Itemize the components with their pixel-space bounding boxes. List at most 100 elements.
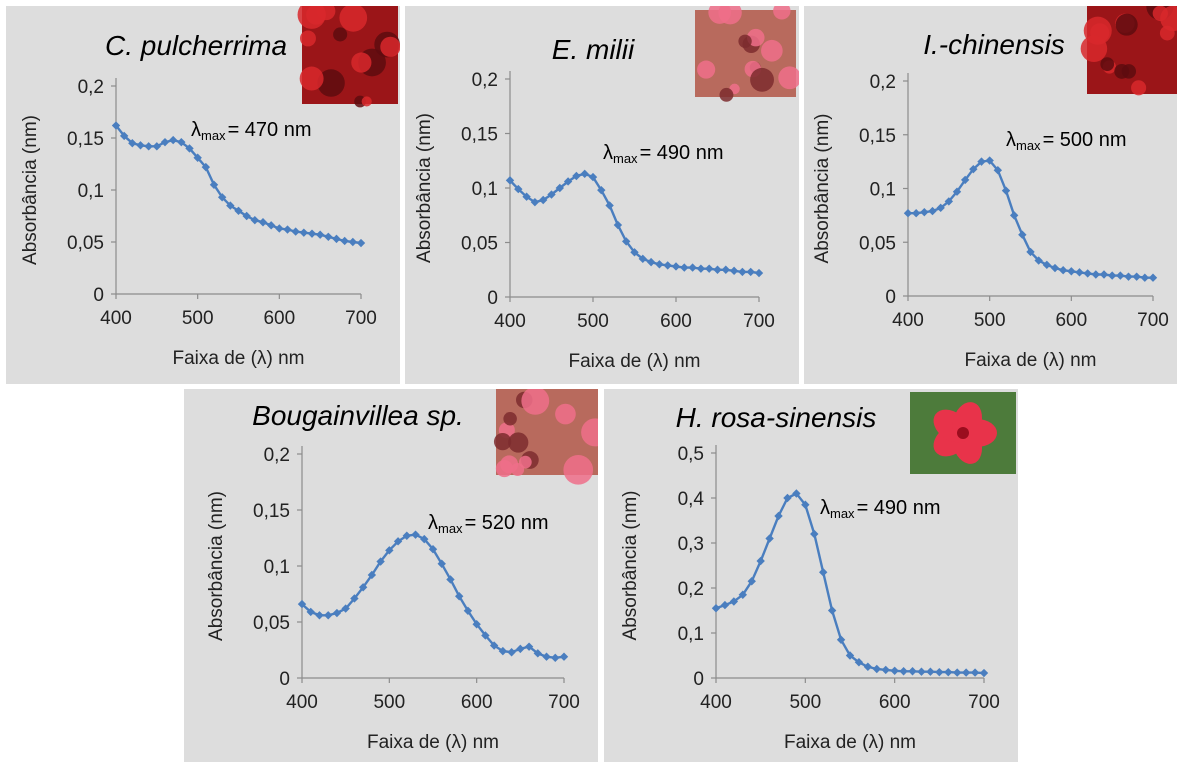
data-point — [890, 666, 899, 675]
data-point — [111, 121, 121, 130]
red-flower-photo — [1080, 6, 1177, 96]
x-tick-label: 400 — [892, 310, 924, 331]
y-tick-label: 0,1 — [678, 624, 704, 645]
data-point — [819, 568, 828, 577]
data-point — [961, 668, 971, 677]
y-tick-label: 0,15 — [67, 129, 104, 150]
data-point — [234, 206, 243, 215]
lambda-subscript: max — [201, 128, 226, 143]
lambda-symbol: λ — [820, 497, 830, 519]
chart-title: H. rosa-sinensis — [676, 402, 877, 433]
chart-panel-h-rosa-sinensis: H. rosa-sinensis 0 0,1 0,2 0,3 0,4 0,5 400 500 60… — [604, 389, 1018, 762]
data-point — [630, 248, 639, 257]
data-point — [324, 611, 333, 620]
data-point — [952, 187, 962, 196]
data-point — [324, 232, 333, 241]
data-point — [1009, 211, 1019, 220]
y-tick-label: 0 — [93, 285, 104, 306]
data-point — [1099, 270, 1109, 279]
data-point — [953, 668, 962, 677]
lambda-value: = 470 nm — [228, 119, 312, 141]
y-tick-label: 0,15 — [859, 126, 896, 147]
x-axis-label: Faixa de (λ) nm — [367, 732, 499, 753]
data-point — [908, 667, 917, 676]
data-point — [738, 590, 747, 599]
data-point — [899, 667, 908, 676]
y-tick-label: 0,2 — [870, 72, 896, 93]
x-tick-label: 600 — [1055, 310, 1087, 331]
y-tick-label: 0 — [885, 287, 896, 308]
lambda-symbol: λ — [191, 119, 201, 141]
y-tick-label: 0,05 — [67, 233, 104, 254]
chart-svg: I.-chinensis 0 0,05 0,1 0,15 0,2 400 500 600 700 F… — [812, 6, 1177, 371]
pink-flower-photo — [493, 389, 598, 485]
data-point — [291, 227, 300, 236]
data-point — [774, 511, 783, 521]
data-point — [516, 644, 525, 654]
data-point — [729, 266, 739, 276]
data-point — [979, 668, 989, 678]
data-point — [729, 597, 739, 606]
x-tick-label: 600 — [660, 311, 692, 332]
x-tick-label: 400 — [494, 311, 526, 332]
y-axis-label: Absorbância (nm) — [414, 113, 435, 263]
data-point — [721, 265, 730, 274]
chart-panel-c-pulcherrima: C. pulcherrima 0 0,05 0,1 0,15 0,2 400 500 600 70… — [6, 6, 400, 384]
data-point — [315, 230, 325, 239]
data-point — [250, 215, 260, 225]
chart-panel-bougainvillea: Bougainvillea sp. 0 0,05 0,1 0,15 0,2 400 500 60… — [184, 389, 598, 762]
data-point — [507, 648, 516, 657]
chart-svg: E. milii 0 0,05 0,1 0,15 0,2 400 500 600 700 Faixa… — [414, 6, 799, 372]
red-flower-photo — [297, 6, 400, 108]
y-axis-label: Absorbância (nm) — [620, 491, 641, 641]
data-point — [217, 193, 227, 202]
data-point — [350, 594, 359, 603]
data-point — [917, 667, 926, 676]
data-point — [144, 142, 153, 151]
data-point — [1083, 269, 1092, 278]
y-tick-label: 0,1 — [870, 180, 896, 201]
data-point — [783, 493, 792, 503]
data-point — [646, 257, 656, 267]
y-tick-label: 0,4 — [678, 489, 705, 510]
chart-panel-i-chinensis: I.-chinensis 0 0,05 0,1 0,15 0,2 400 500 600 700 F… — [804, 6, 1177, 384]
data-point — [970, 668, 980, 677]
x-tick-label: 500 — [182, 308, 214, 329]
data-point — [926, 667, 935, 676]
data-point — [1018, 230, 1027, 239]
data-point — [845, 651, 855, 660]
x-axis-label: Faixa de (λ) nm — [569, 351, 701, 372]
chart-svg: Bougainvillea sp. 0 0,05 0,1 0,15 0,2 400 500 60… — [206, 389, 598, 753]
data-point — [402, 531, 411, 540]
x-tick-label: 700 — [548, 692, 580, 713]
x-tick-label: 400 — [100, 308, 132, 329]
data-point — [160, 137, 170, 147]
data-point — [765, 534, 774, 543]
chart-title: C. pulcherrima — [105, 30, 287, 61]
data-point — [209, 180, 219, 189]
data-point — [827, 606, 837, 615]
lambda-value: = 490 nm — [857, 497, 941, 519]
y-tick-label: 0,2 — [264, 445, 290, 466]
data-point — [1075, 268, 1084, 277]
x-tick-label: 600 — [263, 308, 295, 329]
x-tick-label: 500 — [577, 311, 609, 332]
data-point — [711, 604, 721, 613]
y-tick-label: 0,3 — [678, 534, 704, 555]
y-tick-label: 0 — [487, 288, 498, 309]
data-point — [551, 653, 560, 663]
chart-svg: C. pulcherrima 0 0,05 0,1 0,15 0,2 400 500 600 70… — [20, 6, 400, 369]
data-point — [1026, 247, 1035, 257]
lambda-max-annotation: λmax = 520 nm — [428, 512, 549, 536]
y-axis-label: Absorbância (nm) — [812, 114, 833, 264]
data-point — [547, 190, 556, 199]
data-point — [411, 530, 420, 539]
data-point — [836, 635, 846, 644]
x-tick-label: 700 — [1137, 310, 1169, 331]
data-point — [944, 667, 953, 677]
data-point — [696, 264, 706, 273]
data-point — [315, 611, 324, 620]
x-tick-label: 700 — [968, 692, 1000, 713]
data-point — [854, 658, 864, 667]
series-line — [908, 159, 1153, 279]
